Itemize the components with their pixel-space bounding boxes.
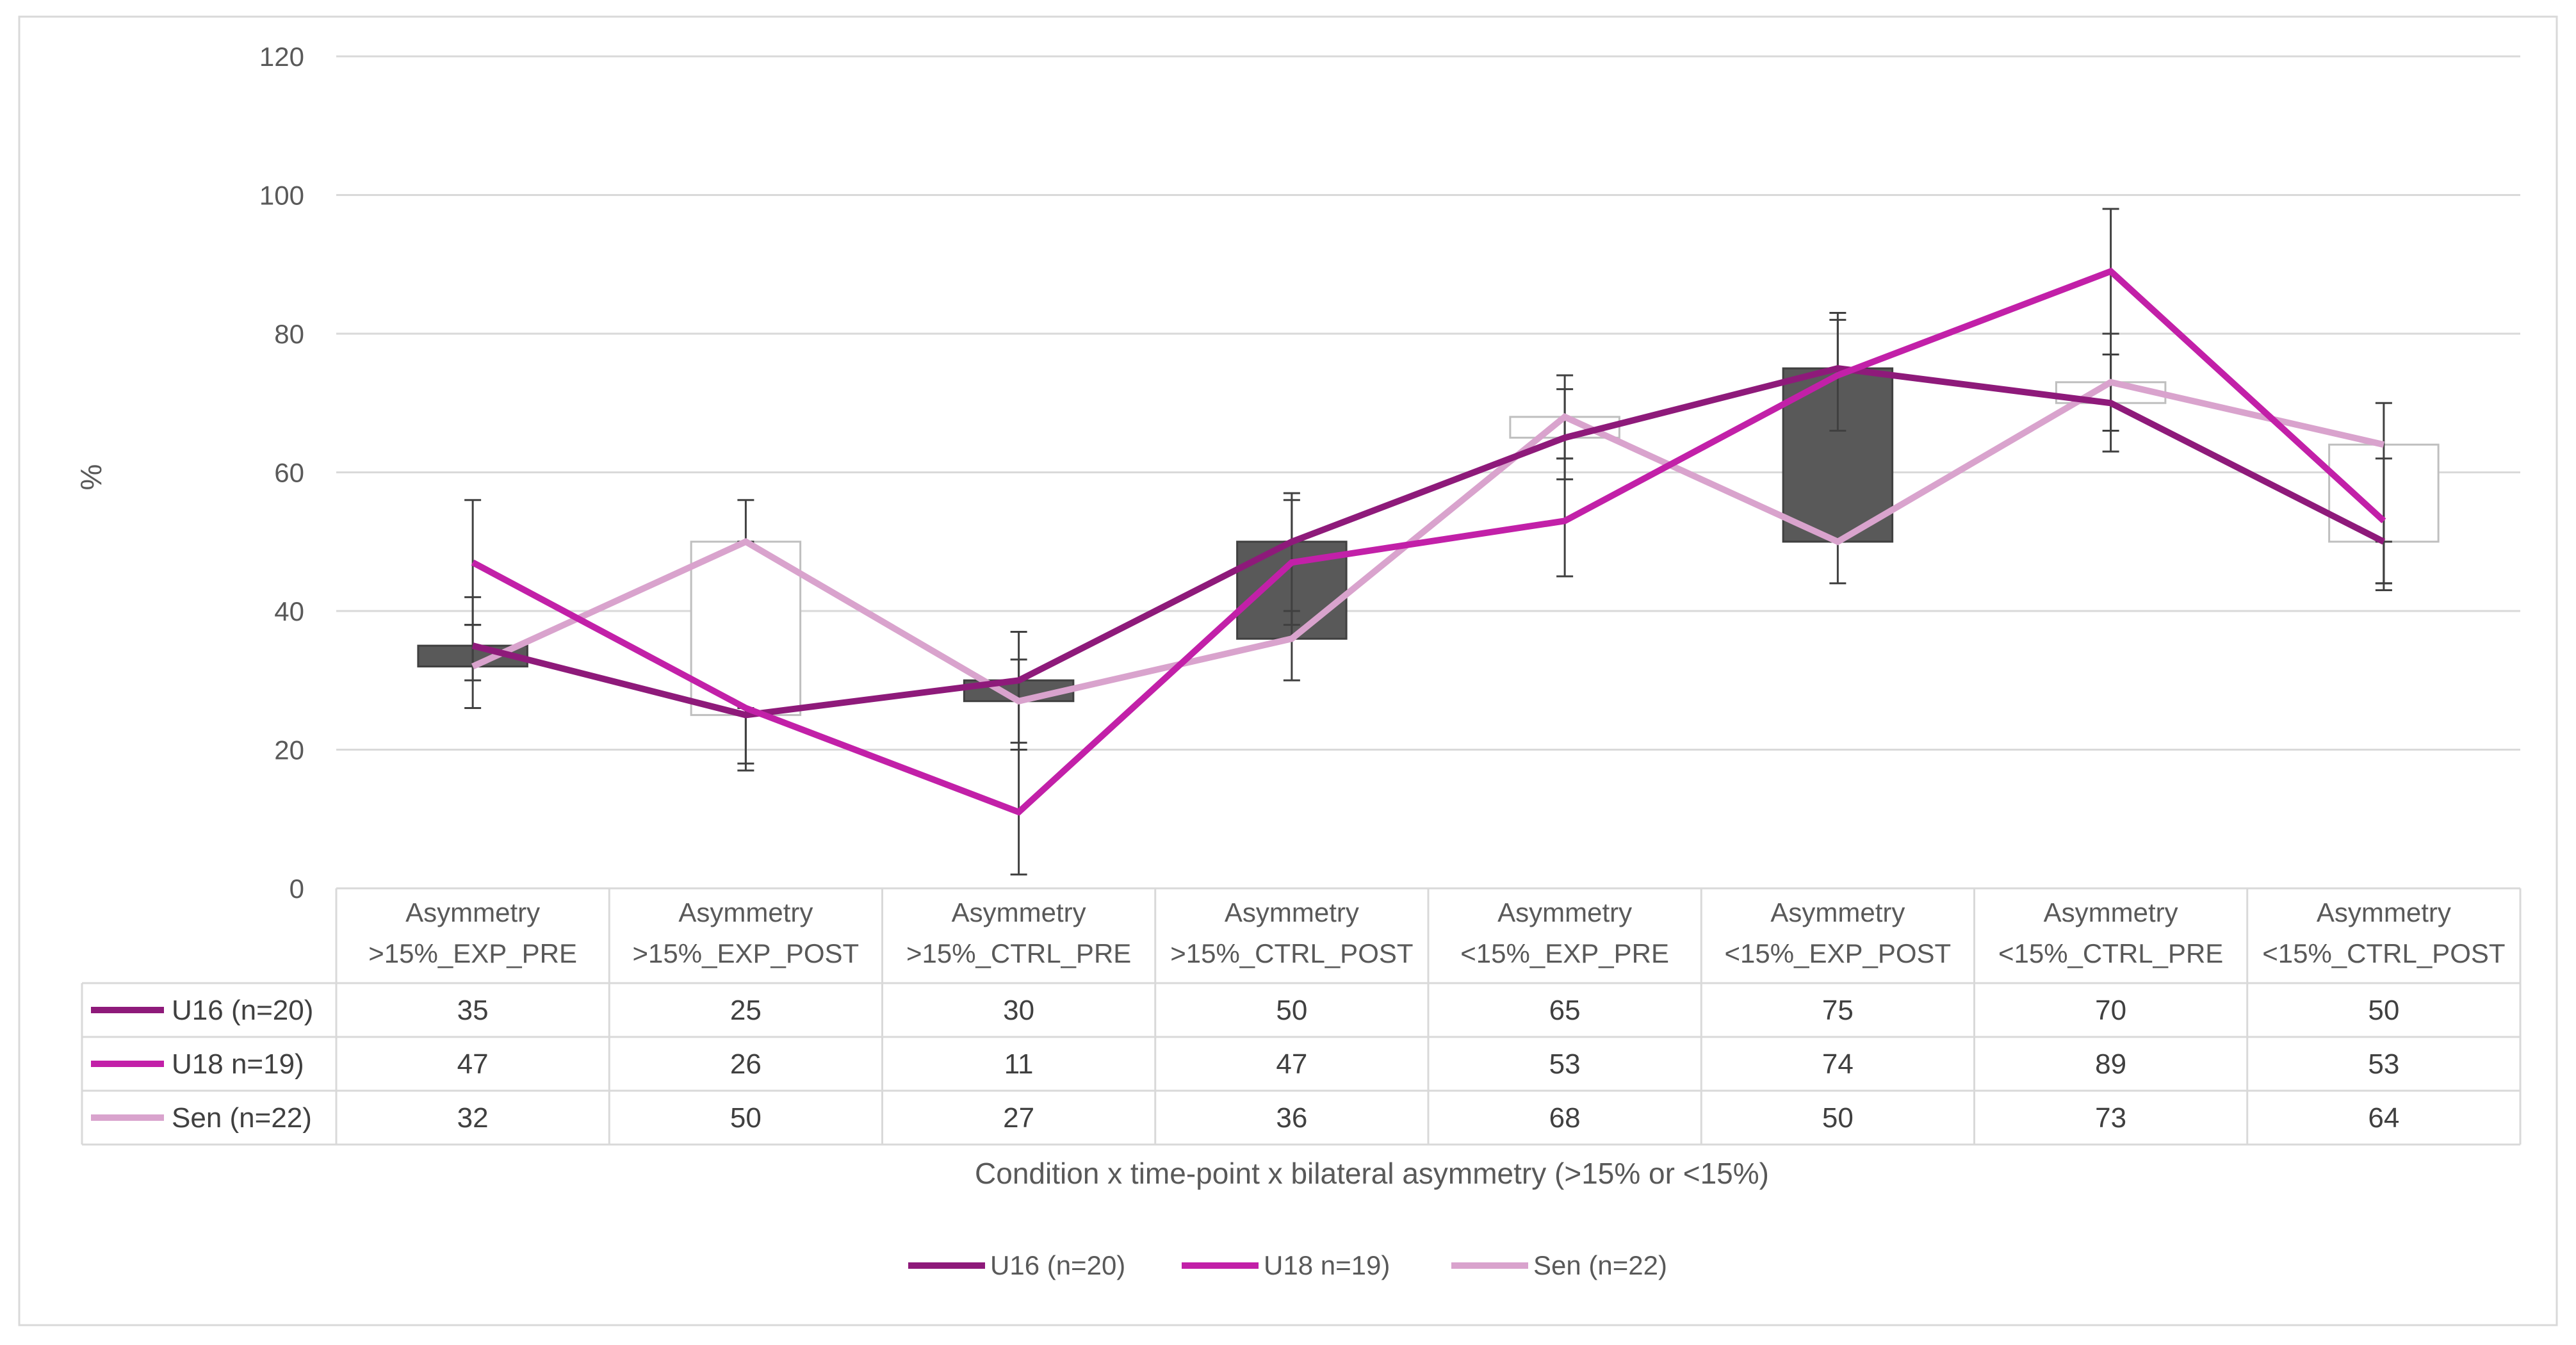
y-tick-label: 60: [274, 458, 304, 488]
table-cell-value: 32: [457, 1102, 489, 1134]
table-cell-value: 53: [1549, 1048, 1581, 1080]
table-cell-value: 89: [2095, 1048, 2126, 1080]
chart-border: [18, 15, 2558, 1326]
series-line-3: [471, 379, 2385, 705]
category-label: <15%_EXP_PRE: [1460, 938, 1669, 968]
category-label: Asymmetry: [2044, 897, 2178, 927]
legend-entry: Sen (n=22): [1533, 1250, 1667, 1280]
y-axis-title: %: [74, 464, 108, 491]
category-label: <15%_CTRL_POST: [2262, 938, 2505, 968]
table-cell-value: 25: [730, 995, 762, 1026]
category-label: <15%_EXP_POST: [1725, 938, 1952, 968]
category-label: Asymmetry: [952, 897, 1086, 927]
category-label: Asymmetry: [2317, 897, 2451, 927]
table-cell-value: 50: [2368, 995, 2399, 1026]
legend-entry: U18 n=19): [1264, 1250, 1390, 1280]
y-tick-label: 120: [259, 42, 304, 72]
category-label: <15%_CTRL_PRE: [1998, 938, 2223, 968]
table-cell-value: 30: [1003, 995, 1034, 1026]
series-line-2: [471, 267, 2386, 816]
category-label: >15%_CTRL_PRE: [906, 938, 1131, 968]
y-tick-label: 0: [289, 874, 304, 904]
table-cell-value: 75: [1822, 995, 1854, 1026]
legend-entry: U16 (n=20): [990, 1250, 1125, 1280]
table-row-label: U18 n=19): [172, 1048, 304, 1080]
table-cell-value: 73: [2095, 1102, 2126, 1134]
table-cell-value: 47: [457, 1048, 489, 1080]
table-cell-value: 35: [457, 995, 489, 1026]
table-cell-value: 64: [2368, 1102, 2399, 1134]
table-cell-value: 70: [2095, 995, 2126, 1026]
y-tick-label: 40: [274, 596, 304, 626]
category-label: Asymmetry: [1497, 897, 1632, 927]
table-cell-value: 68: [1549, 1102, 1581, 1134]
y-tick-label: 20: [274, 735, 304, 765]
table-cell-value: 74: [1822, 1048, 1854, 1080]
table-cell-value: 11: [1004, 1048, 1034, 1080]
x-axis-title: Condition x time-point x bilateral asymm…: [975, 1157, 1769, 1190]
table-cell-value: 50: [730, 1102, 762, 1134]
table-cell-value: 36: [1276, 1102, 1307, 1134]
category-label: >15%_EXP_POST: [633, 938, 860, 968]
table-cell-value: 53: [2368, 1048, 2399, 1080]
table-row-label: U16 (n=20): [172, 995, 313, 1026]
table-cell-value: 26: [730, 1048, 762, 1080]
table-row-label: Sen (n=22): [172, 1102, 312, 1134]
table-cell-value: 27: [1003, 1102, 1034, 1134]
y-tick-label: 100: [259, 181, 304, 211]
category-label: >15%_CTRL_POST: [1170, 938, 1413, 968]
table-cell-value: 50: [1822, 1102, 1854, 1134]
series-line-1: [471, 365, 2386, 719]
table-cell-value: 65: [1549, 995, 1581, 1026]
category-label: Asymmetry: [1225, 897, 1359, 927]
y-tick-label: 80: [274, 319, 304, 349]
table-cell-value: 47: [1276, 1048, 1307, 1080]
table-cell-value: 50: [1276, 995, 1307, 1026]
category-label: >15%_EXP_PRE: [368, 938, 577, 968]
category-label: Asymmetry: [1770, 897, 1905, 927]
category-label: Asymmetry: [405, 897, 540, 927]
category-label: Asymmetry: [678, 897, 813, 927]
